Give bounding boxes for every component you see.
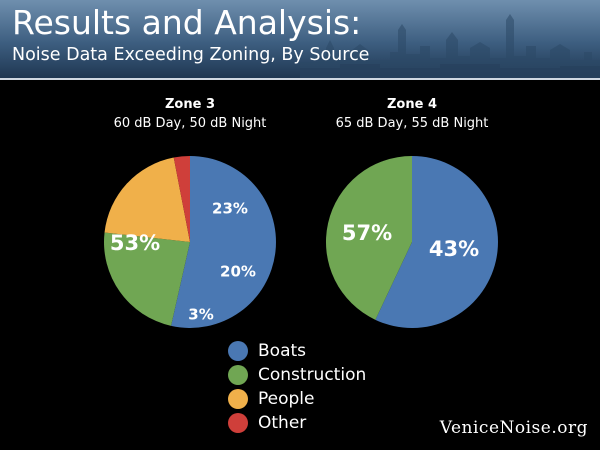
venice-skyline-graphic [300, 14, 600, 78]
zone-4-title: Zone 4 [387, 97, 437, 112]
header-banner: Results and Analysis: Noise Data Exceedi… [0, 0, 600, 78]
zone-3-slice-boats [171, 156, 276, 328]
zone-4-label-boats: 57% [342, 221, 392, 245]
legend-swatch-other [228, 413, 248, 433]
brand-wordmark: VeniceNoise.org [439, 418, 588, 438]
legend-swatch-boats [228, 341, 248, 361]
legend-label-construction: Construction [258, 365, 367, 385]
zone-3-label-construction: 23% [212, 200, 248, 218]
zone-3-slice-construction [103, 232, 190, 326]
slide-title: Results and Analysis: [12, 3, 362, 42]
legend-swatch-construction [228, 365, 248, 385]
zone-3-title: Zone 3 [165, 97, 215, 112]
slide-subtitle: Noise Data Exceeding Zoning, By Source [12, 45, 370, 65]
zone-4-slice-boats [375, 156, 498, 328]
zone-3-slice-people [104, 157, 190, 242]
legend-item-construction: Construction [228, 363, 366, 387]
zone-4-subtitle: 65 dB Day, 55 dB Night [336, 116, 489, 131]
legend-swatch-people [228, 389, 248, 409]
legend-label-people: People [258, 389, 315, 409]
zone-3-label-people: 20% [220, 263, 256, 281]
zone-4-label-construction: 43% [429, 237, 479, 261]
legend-label-other: Other [258, 413, 307, 433]
legend-item-boats: Boats [228, 339, 366, 363]
zone-3-label-other: 3% [188, 306, 213, 324]
legend-item-people: People [228, 387, 366, 411]
zone-4-slice-construction [325, 155, 412, 320]
legend-item-other: Other [228, 411, 366, 435]
legend-label-boats: Boats [258, 341, 307, 361]
legend: Boats Construction People Other [228, 339, 366, 435]
zone-3-subtitle: 60 dB Day, 50 dB Night [114, 116, 267, 131]
zone-3-label-boats: 53% [110, 231, 160, 255]
zone-3-slice-other [173, 156, 190, 242]
pie-charts: Zone 3 60 dB Day, 50 dB Night 53% 23% 20% 3% Z… [103, 97, 498, 328]
header-divider [0, 78, 600, 80]
